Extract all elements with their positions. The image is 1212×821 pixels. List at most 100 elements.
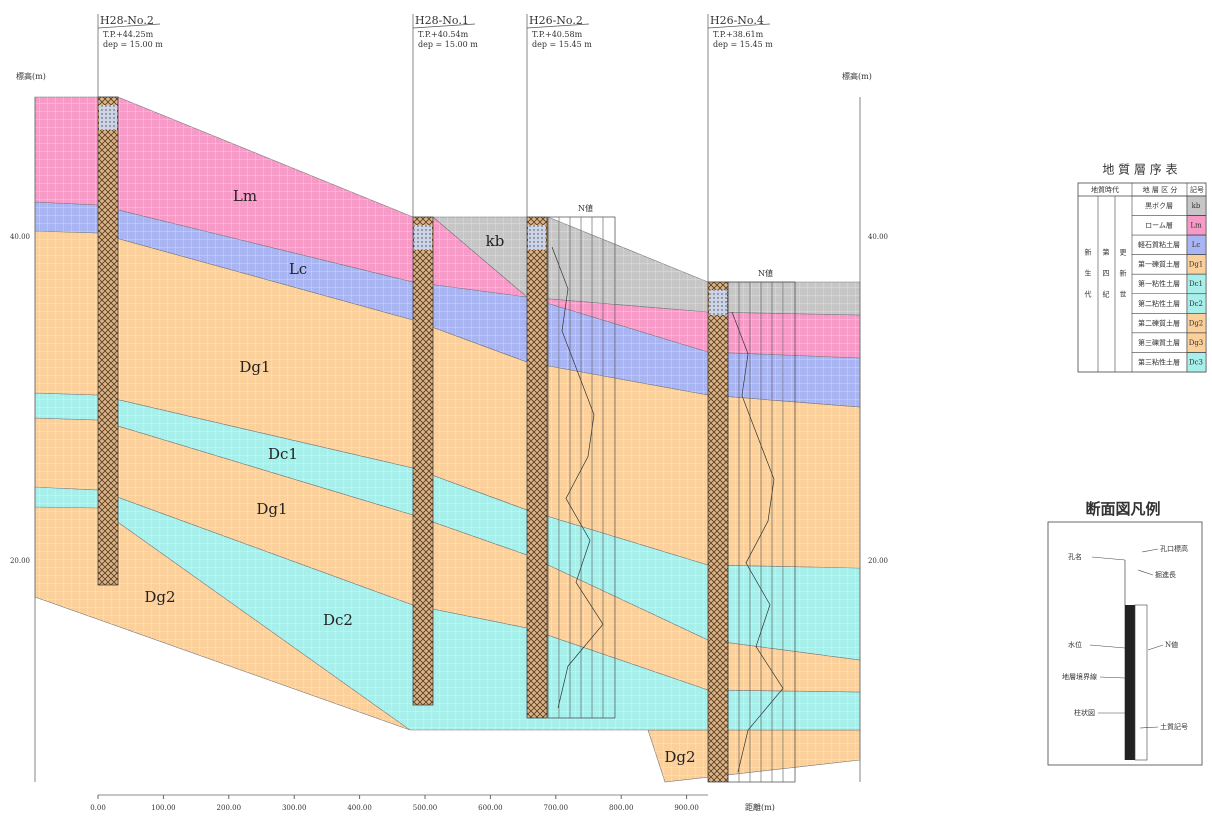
dc1-grid — [35, 393, 860, 660]
table-header: 地質時代 — [1091, 185, 1119, 194]
borehole-underline — [707, 23, 771, 29]
layer-symbol: Dg3 — [1189, 339, 1204, 347]
dg2-left-grid — [35, 487, 410, 730]
borehole-column — [707, 281, 729, 783]
dg1-lower-grid — [35, 418, 860, 692]
layer-symbol: Dg2 — [1189, 319, 1204, 327]
table-header: 地 層 区 分 — [1143, 185, 1178, 194]
legend-label: N値 — [1165, 640, 1178, 649]
legend-pointer — [1139, 726, 1159, 729]
legend-label: 地層境界線 — [1062, 672, 1097, 681]
borehole-column — [97, 96, 119, 586]
borehole-depth: dep = 15.00 m — [103, 40, 163, 49]
x-tick-label: 400.00 — [347, 804, 372, 812]
layer-name: 第二粘性土層 — [1138, 299, 1180, 308]
borehole-underline — [526, 23, 590, 29]
table-frame — [1077, 182, 1207, 373]
era-label: 第四紀 — [1102, 248, 1110, 312]
layer-name: 軽石質粘土層 — [1138, 240, 1180, 249]
layer-name: 第二礫質土層 — [1138, 318, 1180, 327]
layer-label: Dg2 — [664, 748, 695, 766]
legend-nbox — [1134, 604, 1148, 761]
x-tick-label: 300.00 — [282, 804, 307, 812]
n-value-curve — [731, 311, 784, 773]
legend-label: 土質記号 — [1160, 722, 1188, 731]
legend-label: 水位 — [1068, 640, 1082, 649]
borehole-elevation: T.P.+40.58m — [532, 30, 583, 39]
borehole-elevation: T.P.+44.25m — [103, 30, 154, 39]
lm-grid — [35, 97, 860, 358]
borehole-depth: dep = 15.45 m — [532, 40, 592, 49]
table-title: 地 質 層 序 表 — [1102, 162, 1177, 177]
table-header: 記号 — [1190, 185, 1204, 194]
borehole-underline — [412, 23, 476, 29]
borehole-depth: dep = 15.00 m — [418, 40, 478, 49]
layer-label: Dg2 — [144, 588, 175, 606]
y-label-right: 標高(m) — [842, 71, 872, 81]
x-label: 距離(m) — [745, 802, 775, 812]
x-tick-label: 600.00 — [478, 804, 503, 812]
borehole-name: H28-No.1 — [415, 14, 469, 27]
borehole-column — [412, 216, 434, 706]
n-value-box — [727, 281, 796, 783]
x-tick-label: 800.00 — [609, 804, 634, 812]
layer-label: Dg1 — [256, 500, 287, 518]
borehole-depth: dep = 15.45 m — [713, 40, 773, 49]
dg1-upper-grid — [35, 231, 860, 568]
x-tick-label: 500.00 — [413, 804, 438, 812]
borehole-underline — [97, 23, 161, 29]
n-value-label: N値 — [578, 203, 593, 213]
layer-name: ローム層 — [1145, 222, 1173, 230]
era-label: 新生代 — [1084, 248, 1092, 312]
legend-label: 掘進長 — [1155, 570, 1176, 579]
y-tick-label: 40.00 — [10, 233, 30, 241]
layer-name: 第一粘性土層 — [1138, 279, 1180, 288]
legend-label: 孔口標高 — [1160, 544, 1188, 553]
legend-pointer — [1147, 644, 1164, 651]
borehole-name: H26-No.2 — [529, 14, 583, 27]
layer-name: 第三礫質土層 — [1138, 338, 1180, 347]
y-tick-label: 40.00 — [868, 233, 888, 241]
legend-pointer — [1089, 644, 1126, 649]
layer-name: 黒ボク層 — [1145, 202, 1173, 210]
layer-label: Dc1 — [268, 445, 298, 463]
x-tick-label: 200.00 — [217, 804, 242, 812]
layer-label: Dg1 — [239, 358, 270, 376]
legend-label: 孔名 — [1068, 552, 1082, 561]
legend-pointer — [1091, 556, 1126, 561]
borehole-strip — [414, 225, 432, 250]
x-tick-label: 100.00 — [151, 804, 176, 812]
lc-grid — [35, 202, 860, 407]
borehole-elevation: T.P.+40.54m — [418, 30, 469, 39]
borehole-name: H28-No.2 — [100, 14, 154, 27]
layer-symbol: kb — [1192, 202, 1201, 210]
x-tick-label: 900.00 — [674, 804, 699, 812]
borehole-strip — [709, 290, 727, 315]
borehole-column — [526, 216, 548, 719]
borehole-name: H26-No.4 — [710, 14, 764, 27]
legend-pointer — [1137, 569, 1154, 576]
legend-pointer — [1141, 548, 1159, 553]
legend-column — [1125, 605, 1135, 760]
layer-symbol: Dc3 — [1189, 358, 1203, 366]
x-tick-label: 700.00 — [544, 804, 569, 812]
layer-name: 第三粘性土層 — [1138, 357, 1180, 366]
y-tick-label: 20.00 — [10, 557, 30, 565]
layer-label: Dc2 — [323, 611, 353, 629]
layer-label: kb — [486, 232, 505, 250]
layer-symbol: Dc1 — [1189, 280, 1203, 288]
x-tick-label: 0.00 — [90, 804, 106, 812]
borehole-strip — [99, 105, 117, 130]
legend-pointer — [1099, 676, 1126, 679]
layer-label: Lm — [233, 187, 257, 205]
borehole-elevation: T.P.+38.61m — [713, 30, 764, 39]
n-value-curve — [551, 246, 604, 709]
y-tick-label: 20.00 — [868, 557, 888, 565]
dg2-right-grid — [648, 730, 860, 782]
layer-symbol: Dg1 — [1189, 261, 1204, 269]
era-label: 更新世 — [1119, 249, 1127, 312]
layer-symbol: Lc — [1192, 241, 1201, 249]
n-value-label: N値 — [758, 268, 773, 278]
legend-label: 柱状図 — [1074, 708, 1095, 717]
